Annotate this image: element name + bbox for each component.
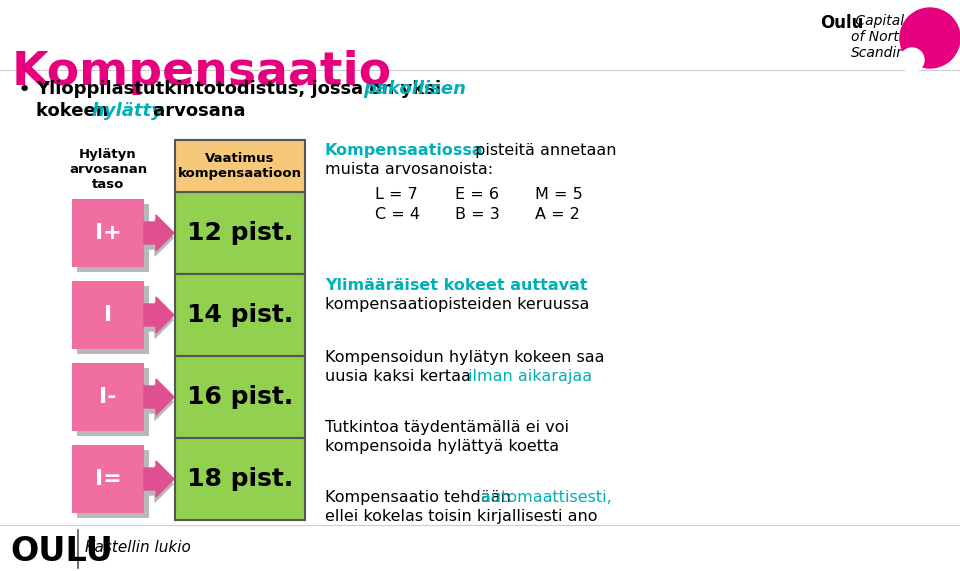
Text: Vaatimus
kompensaatioon: Vaatimus kompensaatioon [178, 152, 302, 180]
Text: OULU: OULU [10, 535, 113, 568]
Text: kokeen: kokeen [36, 102, 115, 120]
FancyArrow shape [144, 379, 174, 415]
FancyBboxPatch shape [175, 438, 305, 520]
FancyArrow shape [149, 302, 173, 338]
Text: I=: I= [95, 469, 121, 489]
FancyBboxPatch shape [77, 368, 149, 436]
Text: 16 pist.: 16 pist. [187, 385, 293, 409]
Text: Capital
of Northern
Scandinavia: Capital of Northern Scandinavia [851, 14, 935, 61]
Text: I+: I+ [95, 223, 121, 243]
Text: hylätty: hylätty [91, 102, 163, 120]
Text: Oulu: Oulu [820, 14, 863, 32]
Text: pisteitä annetaan: pisteitä annetaan [470, 143, 616, 158]
Text: 14 pist.: 14 pist. [187, 303, 293, 327]
FancyArrow shape [144, 297, 174, 333]
FancyBboxPatch shape [77, 450, 149, 518]
Text: I-: I- [99, 387, 117, 407]
FancyArrow shape [144, 215, 174, 251]
Text: M = 5: M = 5 [535, 187, 583, 202]
Text: ellei kokelas toisin kirjallisesti ano: ellei kokelas toisin kirjallisesti ano [325, 509, 597, 524]
FancyBboxPatch shape [175, 274, 305, 356]
Text: automaattisesti,: automaattisesti, [481, 490, 612, 505]
Text: Kompensaatio: Kompensaatio [12, 50, 392, 95]
Text: Kompensaatiossa: Kompensaatiossa [325, 143, 484, 158]
FancyArrow shape [149, 220, 173, 256]
Text: L = 7: L = 7 [375, 187, 418, 202]
Text: Kompensaatio tehdään: Kompensaatio tehdään [325, 490, 516, 505]
Text: Tutkintoa täydentämällä ei voi: Tutkintoa täydentämällä ei voi [325, 420, 569, 435]
FancyArrow shape [144, 461, 174, 497]
FancyBboxPatch shape [175, 140, 305, 192]
FancyBboxPatch shape [72, 199, 144, 267]
FancyBboxPatch shape [77, 204, 149, 272]
Text: ilman aikarajaa: ilman aikarajaa [468, 369, 592, 384]
Text: 18 pist.: 18 pist. [187, 467, 293, 491]
FancyBboxPatch shape [72, 445, 144, 513]
Text: B = 3: B = 3 [455, 207, 500, 222]
Circle shape [900, 48, 924, 72]
FancyBboxPatch shape [72, 281, 144, 349]
FancyBboxPatch shape [175, 356, 305, 438]
FancyArrow shape [149, 384, 173, 420]
Text: muista arvosanoista:: muista arvosanoista: [325, 162, 493, 177]
FancyBboxPatch shape [175, 192, 305, 274]
Text: Kompensoidun hylätyn kokeen saa: Kompensoidun hylätyn kokeen saa [325, 350, 605, 365]
Text: Ylioppilastutkintotodistus, jossa on yksi: Ylioppilastutkintotodistus, jossa on yks… [36, 80, 447, 98]
Text: kompensoida hylättyä koetta: kompensoida hylättyä koetta [325, 439, 559, 454]
Text: Hylätyn
arvosanan
taso: Hylätyn arvosanan taso [69, 148, 147, 191]
Text: I: I [104, 305, 112, 325]
Text: •: • [18, 80, 32, 100]
Text: arvosana: arvosana [147, 102, 246, 120]
Text: pakollisen: pakollisen [364, 80, 467, 98]
Text: Ylimääräiset kokeet auttavat: Ylimääräiset kokeet auttavat [325, 278, 588, 293]
Text: 12 pist.: 12 pist. [187, 221, 293, 245]
Text: C = 4: C = 4 [375, 207, 420, 222]
FancyBboxPatch shape [72, 363, 144, 431]
FancyBboxPatch shape [77, 286, 149, 354]
FancyArrow shape [149, 466, 173, 502]
Text: A = 2: A = 2 [535, 207, 580, 222]
Circle shape [900, 8, 960, 68]
Text: Kastellin lukio: Kastellin lukio [85, 540, 191, 555]
Text: kompensaatiopisteiden keruussa: kompensaatiopisteiden keruussa [325, 297, 589, 312]
Text: E = 6: E = 6 [455, 187, 499, 202]
Text: uusia kaksi kertaa: uusia kaksi kertaa [325, 369, 476, 384]
